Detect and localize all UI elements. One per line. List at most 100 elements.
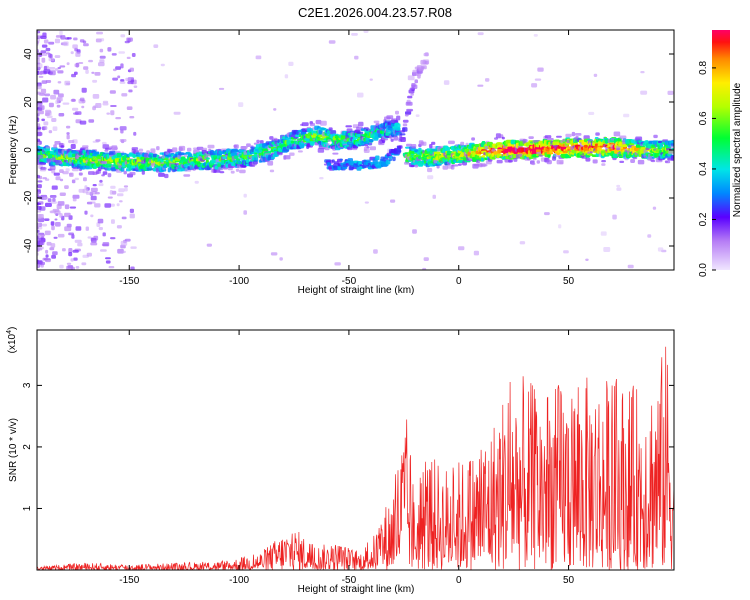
halo-cell xyxy=(546,160,552,165)
noise-cell xyxy=(37,248,43,251)
branch-cell xyxy=(392,156,396,162)
halo-cell xyxy=(235,168,240,172)
noise-cell xyxy=(81,262,87,266)
noise-cell xyxy=(102,141,107,145)
noise-cell xyxy=(39,63,43,69)
noise-cell xyxy=(117,248,124,254)
colorbar-gradient xyxy=(712,30,730,270)
noise-cell xyxy=(40,52,48,56)
noise-cell xyxy=(601,163,606,166)
noise-cell xyxy=(415,114,420,117)
snr-x-label: Height of straight line (km) xyxy=(298,584,415,595)
noise-cell xyxy=(126,106,133,110)
halo-cell xyxy=(101,161,108,165)
halo-cell xyxy=(123,170,127,175)
noise-cell xyxy=(37,139,41,142)
halo-cell xyxy=(508,159,513,163)
noise-cell xyxy=(537,67,544,72)
noise-cell xyxy=(129,208,134,213)
noise-cell xyxy=(39,72,43,75)
noise-cell xyxy=(98,227,103,231)
branch-cell xyxy=(402,119,409,123)
noise-cell xyxy=(37,240,40,245)
halo-cell xyxy=(393,136,399,141)
noise-cell xyxy=(37,117,40,123)
branch-cell xyxy=(402,123,408,127)
halo-cell xyxy=(138,148,144,152)
noise-cell xyxy=(115,66,121,70)
noise-cell xyxy=(588,111,595,115)
x-tick-label: 0 xyxy=(456,276,462,287)
noise-cell xyxy=(105,260,111,264)
halo-cell xyxy=(269,136,274,140)
branch-cell xyxy=(398,137,405,140)
ridge-cell xyxy=(476,154,480,159)
noise-cell xyxy=(37,106,40,109)
noise-cell xyxy=(77,242,83,247)
ridge-cell xyxy=(340,135,347,140)
halo-cell xyxy=(172,147,178,153)
noise-cell xyxy=(37,202,42,205)
halo-cell xyxy=(556,135,562,138)
noise-cell xyxy=(66,134,70,140)
noise-cell xyxy=(533,34,538,37)
halo-cell xyxy=(619,135,627,140)
noise-cell xyxy=(66,37,72,40)
branch-cell xyxy=(388,155,393,159)
noise-cell xyxy=(45,80,52,83)
branch-cell xyxy=(339,158,343,161)
noise-cell xyxy=(46,241,52,246)
halo-cell xyxy=(373,120,380,124)
halo-cell xyxy=(531,162,536,166)
noise-cell xyxy=(83,43,89,47)
noise-cell xyxy=(109,90,116,94)
ridge-cell xyxy=(410,153,415,156)
halo-cell xyxy=(54,141,61,145)
noise-cell xyxy=(119,139,127,142)
halo-cell xyxy=(187,147,192,152)
ridge-cell xyxy=(237,160,242,165)
noise-cell xyxy=(407,75,415,81)
branch-cell xyxy=(348,166,354,171)
branch-cell xyxy=(414,79,418,84)
noise-cell xyxy=(68,232,74,236)
noise-cell xyxy=(47,198,52,203)
noise-cell xyxy=(37,141,41,145)
branch-cell xyxy=(421,65,427,70)
halo-cell xyxy=(45,146,51,149)
noise-cell xyxy=(91,71,95,74)
noise-cell xyxy=(97,218,104,224)
branch-cell xyxy=(345,162,350,166)
noise-cell xyxy=(443,80,450,85)
halo-cell xyxy=(411,144,417,149)
halo-cell xyxy=(219,171,225,174)
x-tick-label: -50 xyxy=(342,575,357,586)
noise-cell xyxy=(54,38,60,44)
noise-cell xyxy=(121,216,127,220)
noise-cell xyxy=(128,89,133,93)
noise-cell xyxy=(62,102,70,105)
noise-cell xyxy=(71,179,76,184)
noise-cell xyxy=(173,111,181,115)
noise-cell xyxy=(477,32,484,36)
x-tick-label: -50 xyxy=(342,276,357,287)
noise-cell xyxy=(58,93,64,98)
noise-cell xyxy=(52,251,58,256)
noise-cell xyxy=(243,210,247,215)
branch-cell xyxy=(407,109,412,112)
noise-cell xyxy=(43,69,51,74)
noise-cell xyxy=(64,226,72,232)
x-tick-label: -100 xyxy=(229,276,249,287)
noise-cell xyxy=(354,55,359,60)
noise-cell xyxy=(37,113,40,117)
halo-cell xyxy=(547,138,554,141)
ridge-cell xyxy=(166,154,173,158)
halo-cell xyxy=(442,165,449,170)
noise-cell xyxy=(50,221,55,226)
noise-cell xyxy=(46,115,53,119)
ridge-cell xyxy=(446,151,453,154)
halo-cell xyxy=(637,159,645,165)
halo-cell xyxy=(246,143,251,147)
noise-cell xyxy=(49,195,57,198)
noise-cell xyxy=(37,70,40,75)
